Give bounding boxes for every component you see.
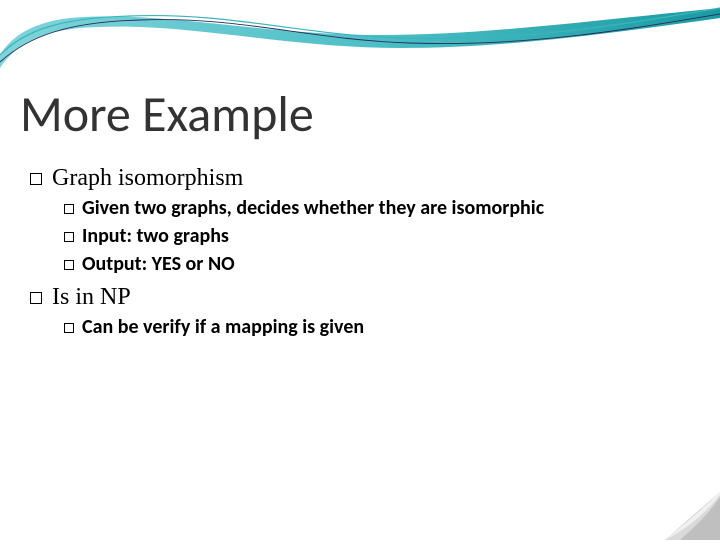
square-bullet-icon [64,204,74,214]
bullet-text: Output: YES or NO [82,252,235,276]
slide-title: More Example [20,84,314,145]
bullet-level2: Output: YES or NO [64,252,690,276]
bullet-text: Can be verify if a mapping is given [82,315,364,339]
square-bullet-icon [64,323,74,333]
bullet-text: Graph isomorphism [52,165,243,191]
bullet-text: Is in NP [52,284,131,310]
square-bullet-icon [30,292,42,304]
square-bullet-icon [64,232,74,242]
square-bullet-icon [30,173,42,185]
bullet-level1: Graph isomorphism [30,165,690,192]
bullet-level1: Is in NP [30,284,690,311]
bullet-level2: Can be verify if a mapping is given [64,315,690,339]
wave-decoration [0,0,720,90]
square-bullet-icon [64,260,74,270]
bullet-text: Given two graphs, decides whether they a… [82,196,544,220]
bullet-level2: Input: two graphs [64,224,690,248]
bullet-level2: Given two graphs, decides whether they a… [64,196,690,220]
bullet-text: Input: two graphs [82,224,229,248]
corner-pagecurl-icon [665,492,720,540]
slide-content: Graph isomorphism Given two graphs, deci… [30,165,690,343]
